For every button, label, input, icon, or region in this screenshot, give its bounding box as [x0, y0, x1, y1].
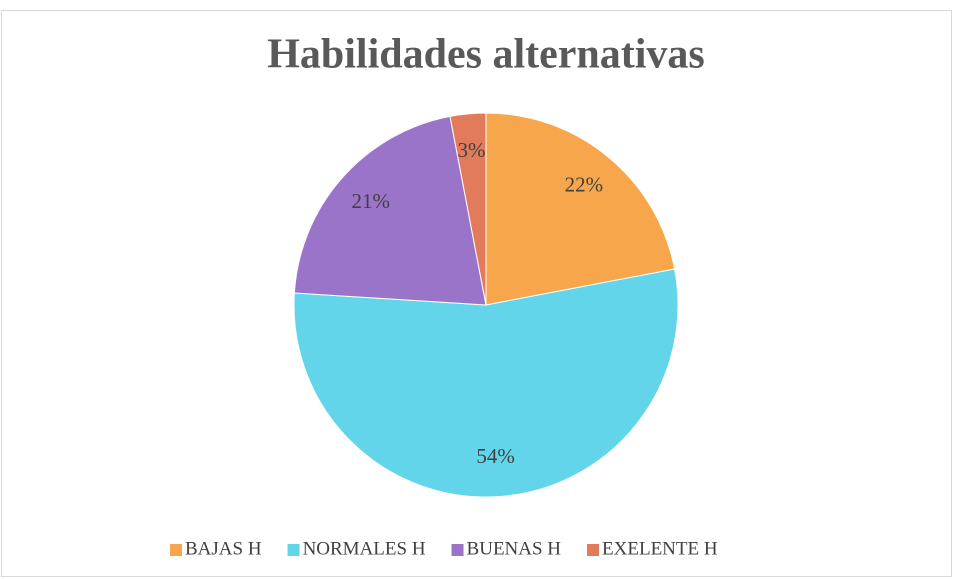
data-label: 54% — [476, 444, 515, 468]
legend-swatch — [170, 544, 182, 556]
legend-swatch — [451, 544, 464, 556]
legend-label: BAJAS H — [185, 538, 262, 559]
pie-slice — [485, 112, 676, 306]
data-label: 3% — [458, 138, 486, 162]
legend-label: EXELENTE H — [602, 538, 718, 559]
data-label: 21% — [352, 189, 391, 213]
legend-swatch — [587, 544, 600, 556]
chart-title: Habilidades alternativas — [267, 32, 705, 78]
pie-slice — [293, 115, 487, 306]
data-label: 22% — [565, 172, 604, 196]
pie-slice — [449, 112, 487, 306]
legend-label: NORMALES H — [303, 538, 426, 559]
legend-swatch — [287, 544, 300, 556]
legend-label: BUENAS H — [467, 538, 562, 559]
pie-slice — [293, 268, 679, 498]
